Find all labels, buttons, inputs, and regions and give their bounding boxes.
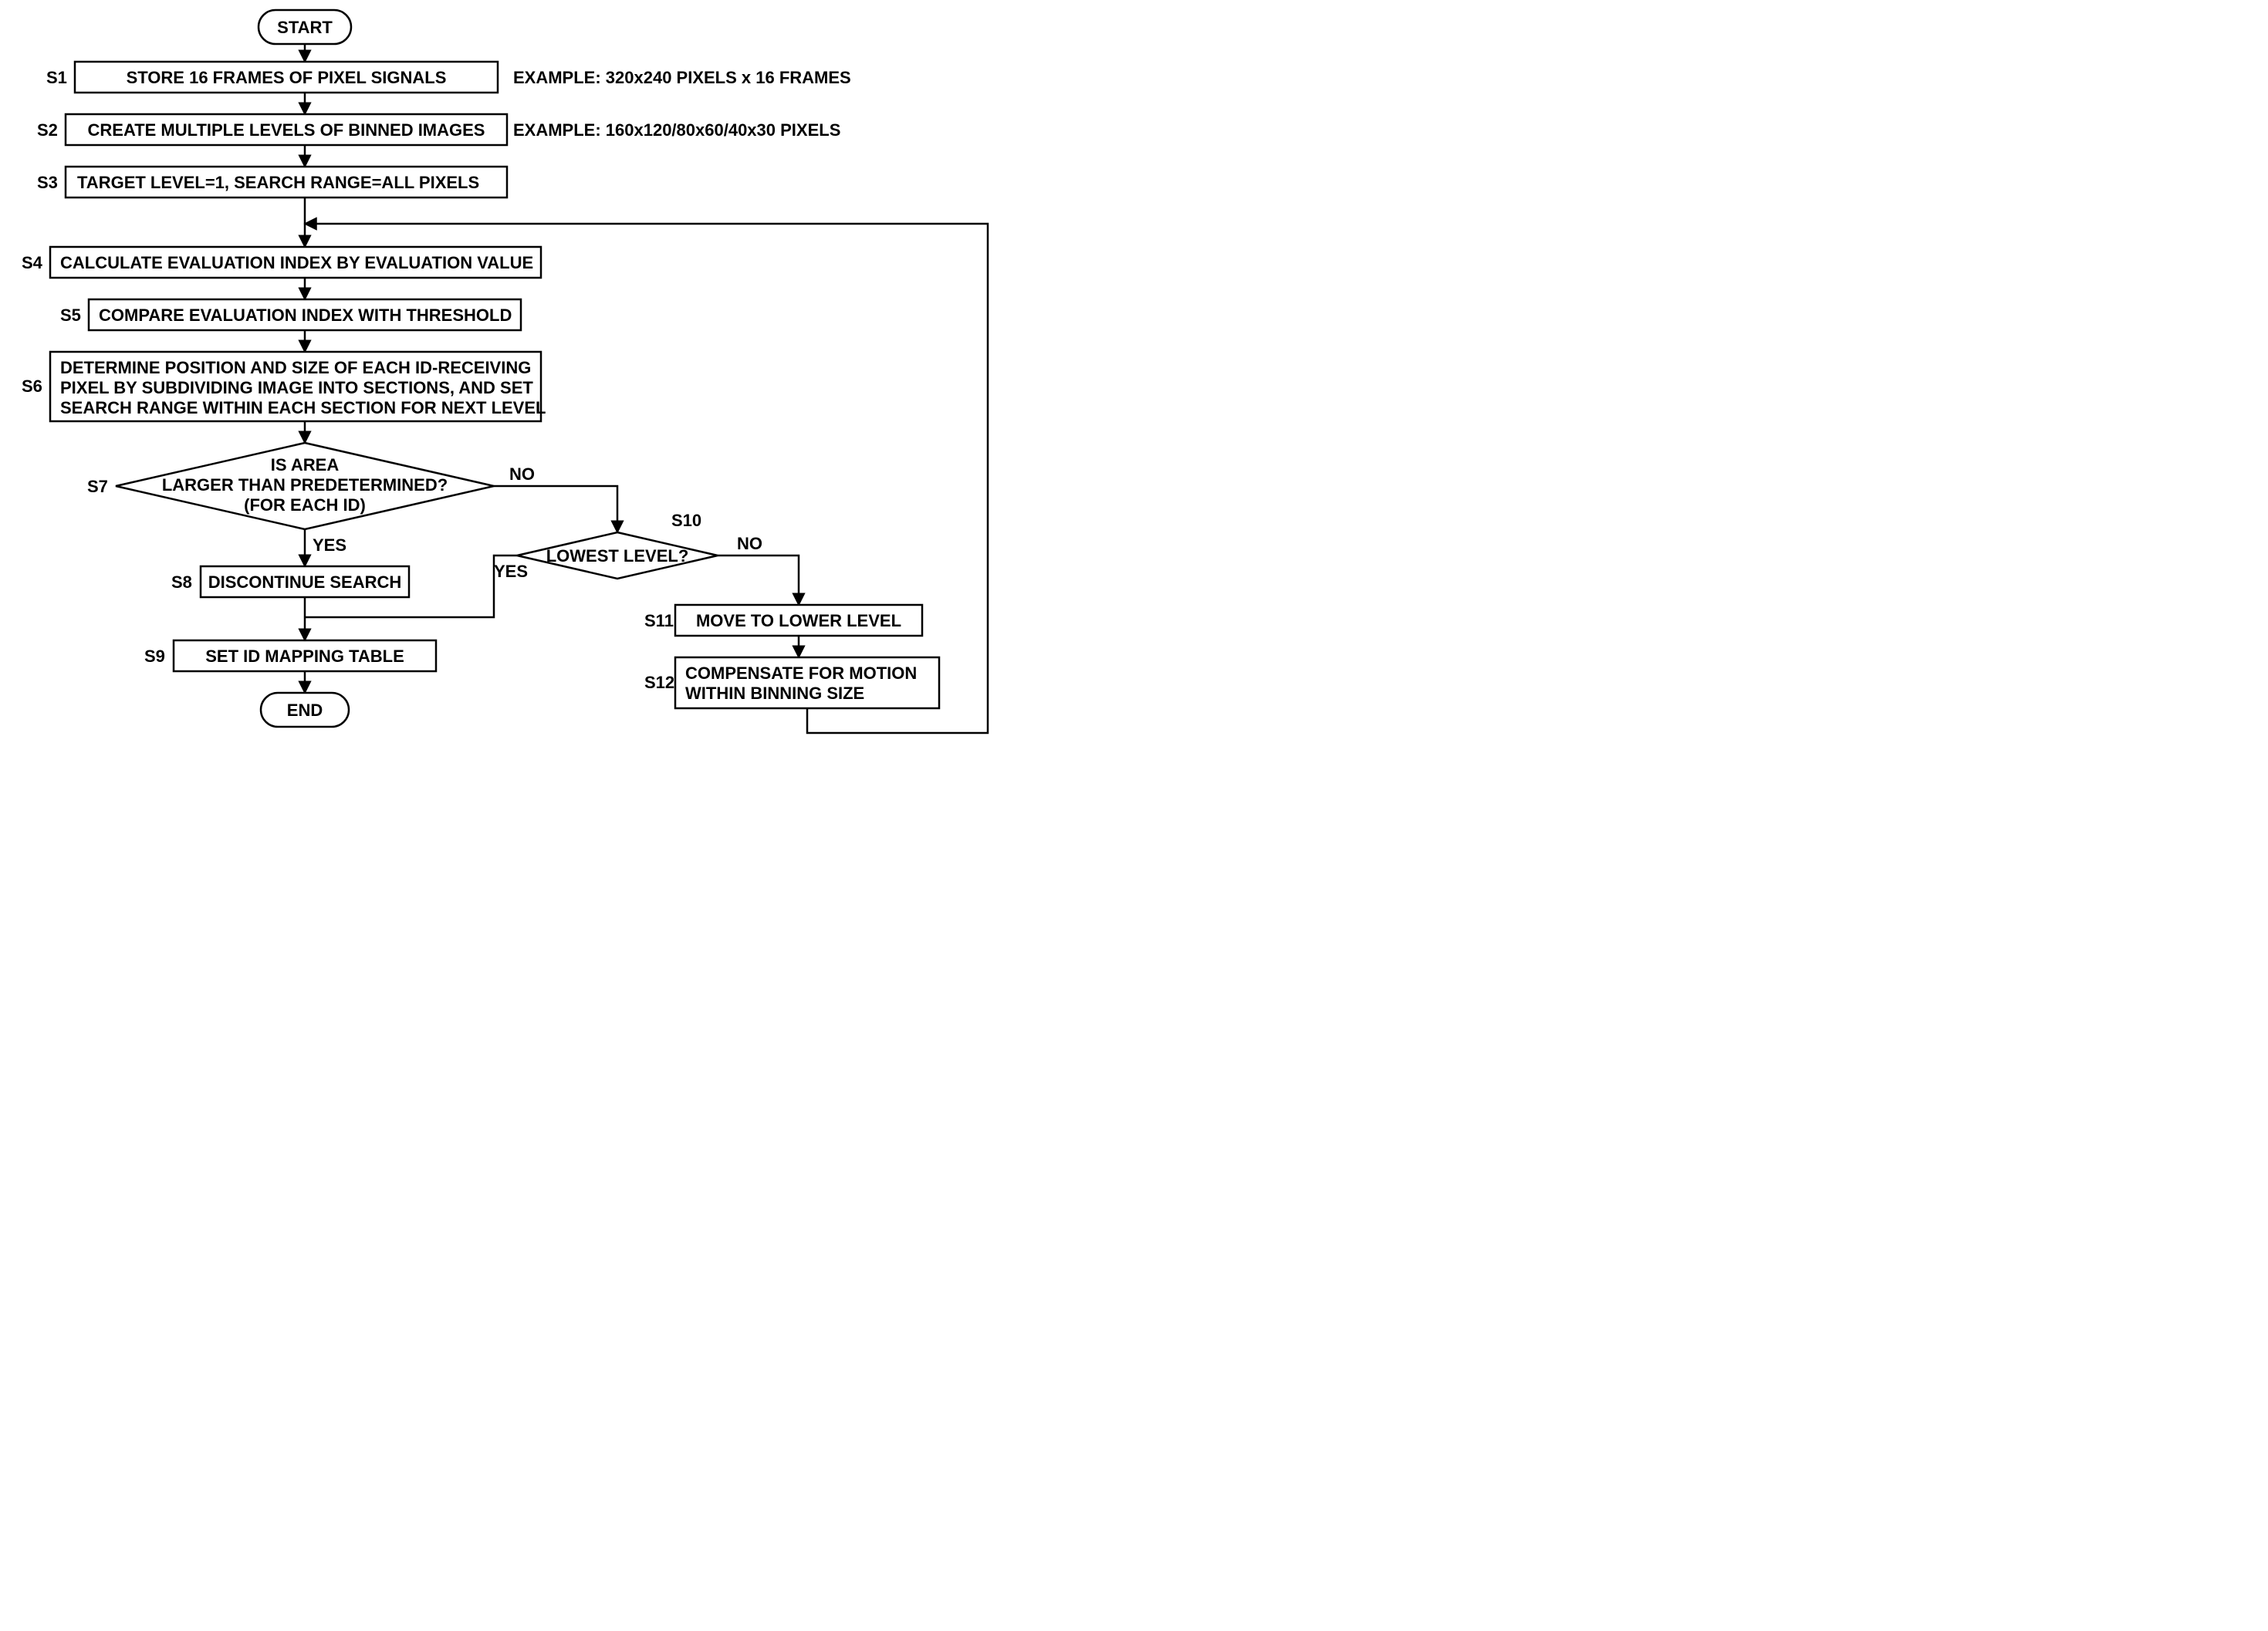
step-id-s3: S3 bbox=[37, 173, 58, 192]
svg-text:(FOR EACH ID): (FOR EACH ID) bbox=[244, 495, 366, 515]
svg-text:COMPENSATE FOR MOTION: COMPENSATE FOR MOTION bbox=[685, 664, 917, 683]
svg-text:COMPARE EVALUATION INDEX WITH: COMPARE EVALUATION INDEX WITH THRESHOLD bbox=[99, 306, 512, 325]
step-id-s5: S5 bbox=[60, 306, 81, 325]
step-s4: S4 CALCULATE EVALUATION INDEX BY EVALUAT… bbox=[22, 247, 541, 278]
svg-text:START: START bbox=[277, 18, 333, 37]
svg-text:STORE 16 FRAMES OF PIXEL SIGNA: STORE 16 FRAMES OF PIXEL SIGNALS bbox=[127, 68, 447, 87]
step-id-s4: S4 bbox=[22, 253, 43, 272]
s7-no-label: NO bbox=[509, 464, 535, 484]
svg-text:LARGER THAN PREDETERMINED?: LARGER THAN PREDETERMINED? bbox=[162, 475, 448, 495]
svg-text:MOVE TO LOWER LEVEL: MOVE TO LOWER LEVEL bbox=[696, 611, 901, 630]
step-id-s12: S12 bbox=[644, 673, 674, 692]
svg-text:IS AREA: IS AREA bbox=[271, 455, 340, 474]
svg-text:LOWEST LEVEL?: LOWEST LEVEL? bbox=[546, 546, 689, 566]
step-s9: S9 SET ID MAPPING TABLE bbox=[144, 640, 436, 671]
step-id-s6: S6 bbox=[22, 377, 42, 396]
end-terminal: END bbox=[261, 693, 349, 727]
svg-text:WITHIN BINNING SIZE: WITHIN BINNING SIZE bbox=[685, 684, 864, 703]
step-s6: S6 DETERMINE POSITION AND SIZE OF EACH I… bbox=[22, 352, 546, 421]
svg-text:PIXEL BY SUBDIVIDING IMAGE INT: PIXEL BY SUBDIVIDING IMAGE INTO SECTIONS… bbox=[60, 378, 533, 397]
svg-text:END: END bbox=[287, 701, 323, 720]
decision-s7: S7 IS AREA LARGER THAN PREDETERMINED? (F… bbox=[87, 443, 494, 529]
svg-text:TARGET LEVEL=1, SEARCH RANGE=A: TARGET LEVEL=1, SEARCH RANGE=ALL PIXELS bbox=[77, 173, 479, 192]
step-id-s10: S10 bbox=[671, 511, 701, 530]
step-s12: S12 COMPENSATE FOR MOTION WITHIN BINNING… bbox=[644, 657, 939, 708]
step-id-s11: S11 bbox=[644, 611, 674, 630]
svg-text:SET ID MAPPING TABLE: SET ID MAPPING TABLE bbox=[205, 647, 404, 666]
svg-text:DETERMINE POSITION AND SIZE OF: DETERMINE POSITION AND SIZE OF EACH ID-R… bbox=[60, 358, 531, 377]
svg-text:CALCULATE EVALUATION INDEX BY: CALCULATE EVALUATION INDEX BY EVALUATION… bbox=[60, 253, 533, 272]
step-s1: S1 STORE 16 FRAMES OF PIXEL SIGNALS bbox=[46, 62, 498, 93]
step-id-s9: S9 bbox=[144, 647, 165, 666]
step-s2: S2 CREATE MULTIPLE LEVELS OF BINNED IMAG… bbox=[37, 114, 507, 145]
step-id-s7: S7 bbox=[87, 477, 108, 496]
step-s3: S3 TARGET LEVEL=1, SEARCH RANGE=ALL PIXE… bbox=[37, 167, 507, 198]
annotation-s1: EXAMPLE: 320x240 PIXELS x 16 FRAMES bbox=[513, 68, 851, 87]
svg-text:SEARCH RANGE WITHIN EACH SECTI: SEARCH RANGE WITHIN EACH SECTION FOR NEX… bbox=[60, 398, 546, 417]
step-id-s2: S2 bbox=[37, 120, 58, 140]
annotation-s2: EXAMPLE: 160x120/80x60/40x30 PIXELS bbox=[513, 120, 840, 140]
step-s11: S11 MOVE TO LOWER LEVEL bbox=[644, 605, 922, 636]
start-terminal: START bbox=[259, 10, 351, 44]
step-s5: S5 COMPARE EVALUATION INDEX WITH THRESHO… bbox=[60, 299, 521, 330]
s10-no-label: NO bbox=[737, 534, 762, 553]
svg-text:DISCONTINUE SEARCH: DISCONTINUE SEARCH bbox=[208, 572, 402, 592]
svg-text:CREATE MULTIPLE LEVELS OF BINN: CREATE MULTIPLE LEVELS OF BINNED IMAGES bbox=[88, 120, 485, 140]
s7-yes-label: YES bbox=[313, 535, 346, 555]
step-s8: S8 DISCONTINUE SEARCH bbox=[171, 566, 409, 597]
step-id-s1: S1 bbox=[46, 68, 67, 87]
s10-yes-label: YES bbox=[494, 562, 528, 581]
flowchart: START S1 STORE 16 FRAMES OF PIXEL SIGNAL… bbox=[0, 0, 1134, 816]
step-id-s8: S8 bbox=[171, 572, 192, 592]
